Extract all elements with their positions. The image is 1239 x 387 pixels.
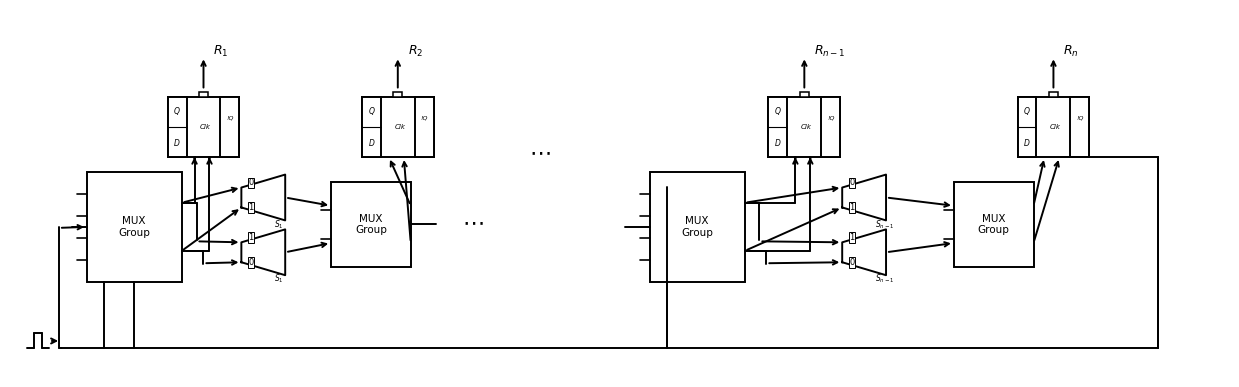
Bar — [167, 98, 187, 157]
Text: D: D — [175, 139, 180, 149]
Polygon shape — [843, 229, 886, 275]
Text: $S_1$: $S_1$ — [274, 218, 284, 231]
Bar — [768, 98, 788, 157]
Bar — [362, 98, 380, 157]
Text: !Q: !Q — [420, 116, 427, 121]
Text: $S_{n-1}$: $S_{n-1}$ — [875, 273, 895, 286]
Text: $R_1$: $R_1$ — [213, 44, 229, 59]
Text: MUX
Group: MUX Group — [978, 214, 1010, 235]
Bar — [1049, 91, 1058, 98]
Text: Q: Q — [175, 107, 180, 116]
Bar — [221, 98, 239, 157]
Text: Q: Q — [368, 107, 374, 116]
Bar — [415, 98, 434, 157]
Text: !Q: !Q — [227, 116, 234, 121]
Text: 0: 0 — [248, 258, 254, 267]
Text: $R_2$: $R_2$ — [408, 44, 422, 59]
Text: MUX
Group: MUX Group — [354, 214, 387, 235]
Text: $S_1$: $S_1$ — [274, 273, 284, 286]
Bar — [768, 98, 840, 157]
Bar — [393, 91, 403, 98]
Text: Clk: Clk — [800, 124, 812, 130]
Text: Q: Q — [774, 107, 781, 116]
Text: 1: 1 — [849, 233, 855, 242]
Text: 0: 0 — [849, 178, 855, 187]
Text: MUX
Group: MUX Group — [681, 216, 714, 238]
Bar — [331, 182, 411, 267]
Text: $S_{n-1}$: $S_{n-1}$ — [875, 218, 895, 231]
Text: D: D — [1025, 139, 1030, 149]
Text: MUX
Group: MUX Group — [118, 216, 150, 238]
Text: D: D — [368, 139, 374, 149]
Bar — [362, 98, 434, 157]
Text: Clk: Clk — [394, 124, 405, 130]
Text: Clk: Clk — [1049, 124, 1061, 130]
Text: 0: 0 — [849, 258, 855, 267]
Text: 0: 0 — [248, 178, 254, 187]
Bar — [650, 172, 745, 282]
Bar — [1017, 98, 1037, 157]
Bar — [87, 172, 182, 282]
Bar — [167, 98, 239, 157]
Text: 1: 1 — [248, 233, 254, 242]
Text: $\cdots$: $\cdots$ — [462, 212, 483, 232]
Bar — [199, 91, 208, 98]
Bar — [800, 91, 809, 98]
Text: 1: 1 — [248, 203, 254, 212]
Text: $R_{n-1}$: $R_{n-1}$ — [814, 44, 846, 59]
Text: 1: 1 — [849, 203, 855, 212]
Bar — [821, 98, 840, 157]
Bar — [1070, 98, 1089, 157]
Polygon shape — [242, 229, 285, 275]
Text: !Q: !Q — [828, 116, 834, 121]
Bar — [1017, 98, 1089, 157]
Polygon shape — [843, 175, 886, 221]
Text: $\cdots$: $\cdots$ — [529, 142, 551, 162]
Text: Q: Q — [1023, 107, 1030, 116]
Polygon shape — [242, 175, 285, 221]
Text: $R_n$: $R_n$ — [1063, 44, 1079, 59]
Text: D: D — [774, 139, 781, 149]
Bar — [954, 182, 1033, 267]
Text: !Q: !Q — [1077, 116, 1084, 121]
Text: Clk: Clk — [199, 124, 211, 130]
